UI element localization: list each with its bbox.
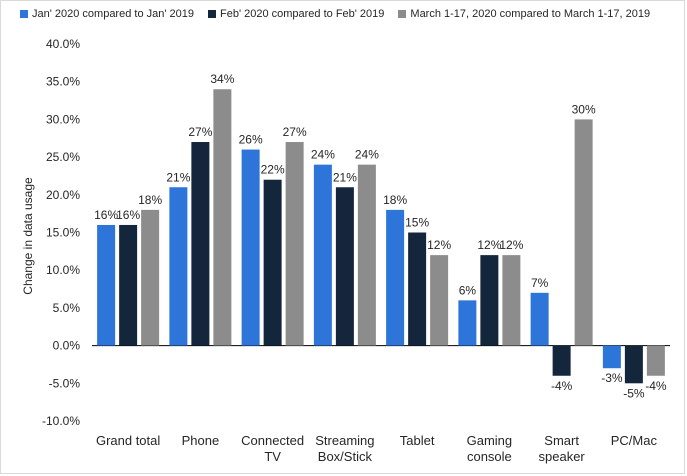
legend-label-feb: Feb' 2020 compared to Feb' 2019: [219, 8, 385, 20]
data-label: 15%: [405, 216, 429, 230]
x-tick-label: console: [467, 449, 512, 464]
legend-swatch-jan: [20, 10, 28, 18]
y-tick-label: 40.0%: [46, 37, 80, 51]
y-tick-label: 0.0%: [53, 339, 81, 353]
bar: [241, 149, 260, 346]
bar: [408, 232, 427, 346]
bar: [141, 209, 160, 346]
y-tick-label: 15.0%: [46, 226, 80, 240]
bar: [458, 300, 477, 346]
bar: [602, 345, 621, 369]
x-tick-label: Smart: [544, 433, 579, 448]
y-tick-label: 20.0%: [46, 188, 80, 202]
data-label: 16%: [116, 208, 140, 222]
data-label: 26%: [239, 133, 263, 147]
data-label: 27%: [188, 125, 212, 139]
y-tick-label: -5.0%: [49, 376, 81, 390]
x-tick-label: Gaming: [467, 433, 513, 448]
data-label: 12%: [427, 238, 451, 252]
legend-swatch-feb: [207, 10, 216, 18]
bar: [552, 345, 571, 376]
bar: [213, 89, 232, 346]
data-label: 18%: [383, 193, 407, 207]
x-tick-label: Phone: [182, 433, 220, 448]
x-tick-label: speaker: [539, 449, 586, 464]
data-label: 34%: [210, 72, 234, 86]
bar: [530, 292, 549, 346]
bar: [386, 209, 405, 346]
bar: [285, 142, 304, 346]
x-tick-label: Streaming: [315, 433, 374, 448]
bar: [335, 187, 354, 346]
bar: [574, 119, 593, 346]
x-tick-label: Tablet: [400, 433, 435, 448]
bar: [646, 345, 665, 376]
data-label: 12%: [477, 238, 501, 252]
data-label: 12%: [499, 238, 523, 252]
y-tick-label: 10.0%: [46, 263, 80, 277]
data-label: 6%: [459, 283, 477, 297]
bar: [357, 164, 376, 346]
data-label: 24%: [355, 148, 379, 162]
bar: [191, 142, 210, 346]
data-label: 21%: [333, 170, 357, 184]
data-label: 22%: [261, 163, 285, 177]
legend-item-feb: Feb' 2020 compared to Feb' 2019: [207, 8, 385, 20]
bar: [624, 345, 643, 384]
y-tick-label: -10.0%: [42, 414, 80, 428]
data-label: 21%: [166, 170, 190, 184]
y-tick-label: 25.0%: [46, 150, 80, 164]
legend-label-march: March 1-17, 2020 compared to March 1-17,…: [410, 8, 651, 20]
data-label: -3%: [601, 371, 623, 385]
y-tick-label: 30.0%: [46, 112, 80, 126]
data-label: -4%: [551, 379, 573, 393]
x-tick-label: Connected: [241, 433, 304, 448]
bar: [119, 224, 138, 346]
legend-swatch-march: [398, 10, 407, 18]
legend-item-jan: Jan' 2020 compared to Jan' 2019: [20, 8, 194, 20]
legend-label-jan: Jan' 2020 compared to Jan' 2019: [32, 8, 194, 20]
bar: [97, 224, 116, 346]
x-tick-label: PC/Mac: [611, 433, 658, 448]
bar: [169, 187, 188, 346]
x-tick-label: TV: [264, 449, 281, 464]
bar: [263, 179, 282, 346]
x-tick-label: Grand total: [96, 433, 160, 448]
y-tick-label: 5.0%: [53, 301, 81, 315]
data-label: -4%: [645, 379, 667, 393]
data-label: -5%: [623, 386, 645, 400]
bar: [480, 255, 499, 346]
legend: Jan' 2020 compared to Jan' 2019 Feb' 202…: [20, 8, 650, 20]
data-label: 30%: [572, 102, 596, 116]
data-label: 18%: [138, 193, 162, 207]
data-label: 7%: [531, 276, 549, 290]
x-tick-label: Box/Stick: [318, 449, 373, 464]
bar: [313, 164, 332, 346]
y-tick-label: 35.0%: [46, 75, 80, 89]
bar: [502, 255, 521, 346]
bar: [430, 255, 449, 346]
data-label: 24%: [311, 148, 335, 162]
data-label: 27%: [283, 125, 307, 139]
data-label: 16%: [94, 208, 118, 222]
legend-item-march: March 1-17, 2020 compared to March 1-17,…: [398, 8, 650, 20]
